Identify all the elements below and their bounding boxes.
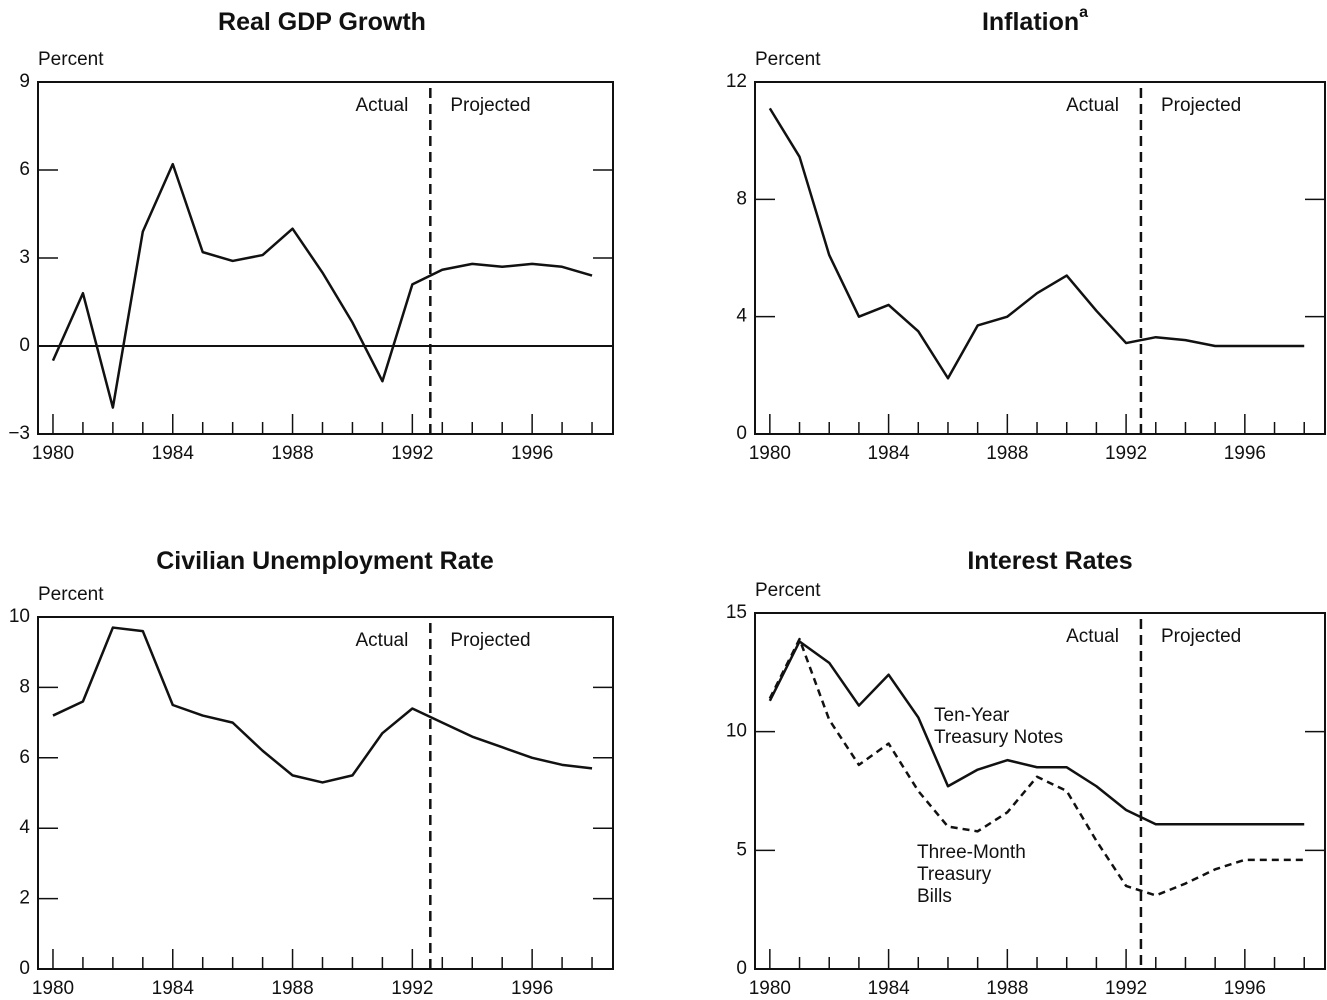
series-line [52, 626, 593, 784]
y-tick-label: 9 [19, 71, 30, 92]
series-line [768, 640, 1305, 826]
annotation: Actual [1066, 626, 1119, 647]
title-text: Civilian Unemployment Rate [156, 547, 494, 575]
series-label: Treasury Notes [934, 727, 1063, 748]
plot-frame [37, 616, 614, 970]
y-tick-label: 5 [736, 839, 747, 860]
x-tick-label: 1996 [1224, 443, 1266, 464]
y-axis-label: Percent [755, 49, 821, 70]
y-tick-label: −3 [8, 423, 30, 444]
y-tick-label: 6 [19, 159, 30, 180]
annotation: Actual [356, 630, 409, 651]
y-tick-label: 8 [19, 676, 30, 697]
y-tick-label: 10 [726, 721, 747, 742]
x-tick-label: 1980 [32, 978, 74, 999]
x-tick-label: 1984 [152, 978, 195, 999]
x-tick-label: 1992 [391, 443, 433, 464]
x-tick-label: 1992 [1105, 978, 1147, 999]
annotation: Actual [1066, 95, 1119, 116]
x-tick-label: 1992 [391, 978, 433, 999]
series-label: Bills [917, 886, 952, 907]
y-tick-label: 12 [726, 71, 747, 92]
y-tick-label: 0 [736, 958, 747, 979]
x-tick-label: 1988 [986, 443, 1028, 464]
y-tick-label: 0 [19, 958, 30, 979]
title-text: Real GDP Growth [218, 8, 426, 36]
x-tick-label: 1984 [152, 443, 195, 464]
y-axis-label: Percent [755, 580, 821, 601]
series-label: Three-Month [917, 842, 1026, 863]
y-tick-label: 0 [19, 335, 30, 356]
y-tick-label: 2 [19, 888, 30, 909]
annotation: Projected [450, 630, 530, 651]
x-tick-label: 1992 [1105, 443, 1147, 464]
x-tick-label: 1996 [511, 443, 553, 464]
x-tick-label: 1988 [271, 978, 313, 999]
title-text: Inflation [982, 8, 1079, 36]
title-text: Interest Rates [967, 547, 1132, 575]
chart-title: Real GDP Growth [218, 8, 426, 36]
plot-frame [754, 612, 1326, 970]
x-tick-label: 1984 [867, 978, 910, 999]
y-axis-label: Percent [38, 584, 104, 605]
y-tick-label: 3 [19, 247, 30, 268]
y-tick-label: 6 [19, 747, 30, 768]
annotation: Projected [1161, 95, 1241, 116]
annotation: Projected [450, 95, 530, 116]
y-tick-label: 8 [736, 188, 747, 209]
x-tick-label: 1988 [271, 443, 313, 464]
plot-frame [37, 81, 614, 435]
annotation: Actual [356, 95, 409, 116]
series-line [768, 637, 1305, 897]
y-tick-label: 4 [736, 306, 747, 327]
series-label: Ten-Year [934, 705, 1010, 726]
y-axis-label: Percent [38, 49, 104, 70]
chart-title: Inflationa [982, 4, 1088, 35]
chart-title: Civilian Unemployment Rate [156, 547, 494, 575]
y-tick-label: 10 [9, 606, 30, 627]
y-tick-label: 4 [19, 817, 30, 838]
plot-frame [754, 81, 1326, 435]
series-line [51, 162, 593, 409]
y-tick-label: 0 [736, 423, 747, 444]
x-tick-label: 1984 [867, 443, 910, 464]
series-label: Treasury [917, 864, 992, 885]
annotation: Projected [1161, 626, 1241, 647]
x-tick-label: 1996 [511, 978, 553, 999]
y-tick-label: 15 [726, 602, 747, 623]
title-note: a [1079, 4, 1088, 21]
x-tick-label: 1996 [1224, 978, 1266, 999]
x-tick-label: 1988 [986, 978, 1028, 999]
x-tick-label: 1980 [32, 443, 74, 464]
series-line [768, 107, 1305, 380]
chart-title: Interest Rates [967, 547, 1132, 575]
x-tick-label: 1980 [749, 978, 791, 999]
x-tick-label: 1980 [749, 443, 791, 464]
